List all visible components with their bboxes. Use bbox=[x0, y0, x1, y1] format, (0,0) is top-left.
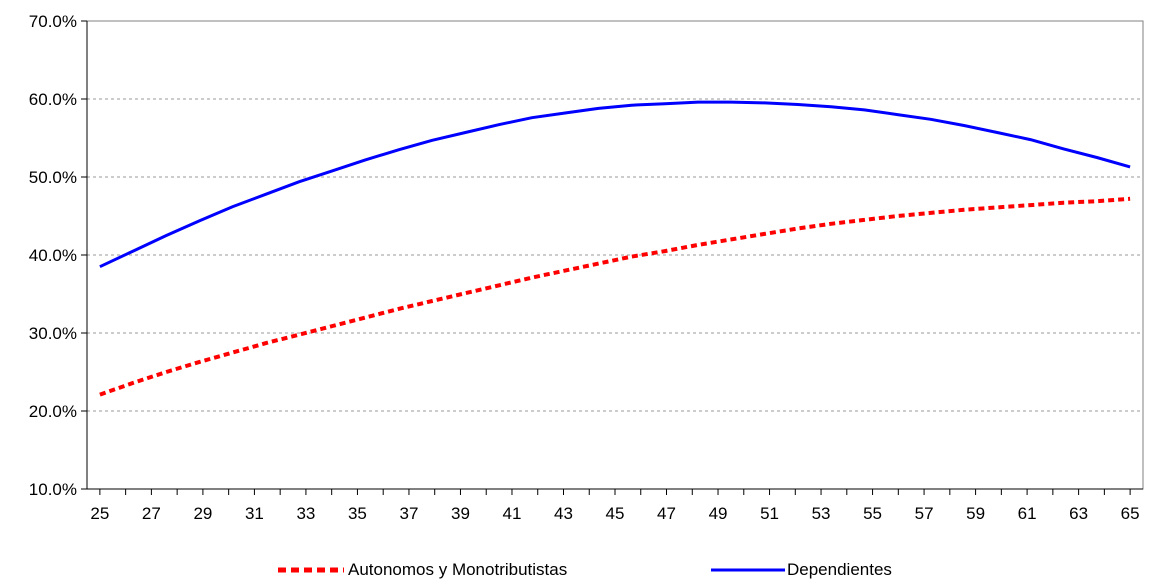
x-tick-label: 55 bbox=[863, 504, 882, 523]
x-tick-label: 61 bbox=[1018, 504, 1037, 523]
y-tick-label: 50.0% bbox=[29, 168, 77, 187]
x-tick-label: 29 bbox=[193, 504, 212, 523]
x-tick-label: 39 bbox=[451, 504, 470, 523]
series-line-autonomos bbox=[99, 196, 1131, 397]
x-tick-label: 41 bbox=[503, 504, 522, 523]
x-tick-label: 31 bbox=[245, 504, 264, 523]
y-tick-label: 30.0% bbox=[29, 324, 77, 343]
x-tick-label: 49 bbox=[709, 504, 728, 523]
series-line-dependientes bbox=[99, 100, 1131, 269]
x-tick-label: 27 bbox=[142, 504, 161, 523]
line-chart: 10.0% 20.0% 30.0% 40.0% 50.0% 60.0% 70.0% 25 27 2… bbox=[29, 12, 1144, 523]
legend-label-autonomos: Autonomos y Monotributistas bbox=[348, 560, 568, 579]
x-tick-label: 65 bbox=[1121, 504, 1140, 523]
legend-label-dependientes: Dependientes bbox=[787, 560, 892, 579]
x-tick-label: 33 bbox=[296, 504, 315, 523]
x-tick-label: 35 bbox=[348, 504, 367, 523]
legend-swatch-solid-blue bbox=[711, 568, 785, 572]
x-tick-label: 45 bbox=[606, 504, 625, 523]
x-tick-label: 51 bbox=[760, 504, 779, 523]
legend: Autonomos y Monotributistas Dependientes bbox=[0, 560, 1153, 586]
legend-item-autonomos: Autonomos y Monotributistas bbox=[278, 560, 567, 580]
legend-swatch-dashed-red bbox=[278, 567, 344, 573]
x-tick-label: 43 bbox=[554, 504, 573, 523]
y-tick-label: 20.0% bbox=[29, 402, 77, 421]
x-tick-label: 57 bbox=[915, 504, 934, 523]
x-tick-label: 25 bbox=[90, 504, 109, 523]
y-tick-label: 10.0% bbox=[29, 480, 77, 499]
legend-item-dependientes: Dependientes bbox=[711, 560, 892, 580]
series-lines bbox=[99, 100, 1131, 397]
y-tick-label: 40.0% bbox=[29, 246, 77, 265]
x-tick-label: 47 bbox=[657, 504, 676, 523]
y-tick-label: 70.0% bbox=[29, 12, 77, 31]
grid-lines bbox=[87, 98, 1143, 412]
x-tick-label: 63 bbox=[1069, 504, 1088, 523]
x-tick-label: 53 bbox=[812, 504, 831, 523]
x-tick-label: 59 bbox=[966, 504, 985, 523]
axes bbox=[81, 20, 1144, 495]
y-tick-label: 60.0% bbox=[29, 90, 77, 109]
x-tick-label: 37 bbox=[399, 504, 418, 523]
tick-labels: 10.0% 20.0% 30.0% 40.0% 50.0% 60.0% 70.0% 25 27 2… bbox=[29, 12, 1140, 523]
